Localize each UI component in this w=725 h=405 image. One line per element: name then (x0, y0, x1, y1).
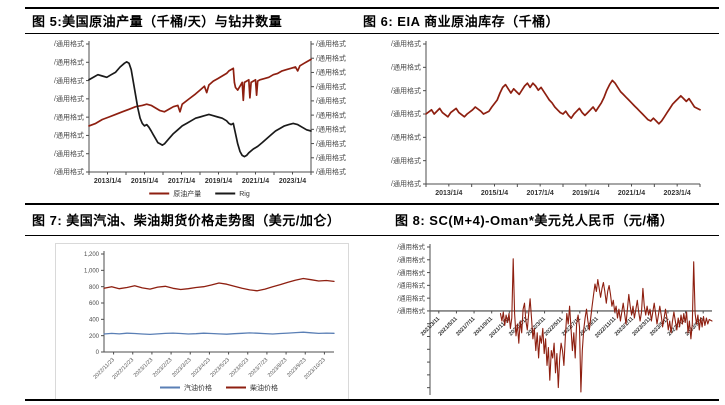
tick-label: 2023/2/23 (152, 357, 174, 379)
tick-label: /通用格式 (391, 156, 421, 165)
tick-label: /通用格式 (316, 139, 346, 148)
tick-label: /通用格式 (391, 39, 421, 48)
tick-label: /通用格式 (316, 125, 346, 134)
tick-label: 400 (89, 318, 100, 324)
tick-label: 2021/1/4 (618, 190, 645, 197)
fig5-chart: /通用格式/通用格式/通用格式/通用格式/通用格式/通用格式/通用格式/通用格式… (25, 36, 357, 204)
tick-label: 2015/1/4 (481, 190, 508, 197)
tick-label: /通用格式 (316, 53, 346, 62)
tick-label: /通用格式 (54, 131, 84, 140)
tick-label: 2023/1/23 (133, 357, 155, 379)
series-line-0 (103, 331, 335, 336)
tick-label: /通用格式 (397, 268, 425, 277)
tick-label: /通用格式 (316, 110, 346, 119)
tick-label: 2023/8/23 (267, 357, 289, 379)
tick-label: 1,200 (84, 252, 100, 258)
tick-label: /通用格式 (316, 39, 346, 48)
tick-label: /通用格式 (54, 76, 84, 85)
tick-label: 2023/1/4 (664, 190, 691, 197)
series-line-0 (88, 58, 312, 127)
figure-5-svg: /通用格式/通用格式/通用格式/通用格式/通用格式/通用格式/通用格式/通用格式… (54, 39, 346, 198)
tick-label: 2019/1/4 (572, 190, 599, 197)
tick-label: /通用格式 (54, 112, 84, 121)
tick-label: 柴油价格 (250, 383, 278, 392)
mid-rule (25, 203, 719, 205)
figure-7-svg: 1,2001,00080060040020002022/11/232022/12… (84, 251, 335, 392)
tick-label: /通用格式 (54, 94, 84, 103)
tick-label: 600 (89, 301, 100, 307)
series-line-1 (103, 277, 335, 292)
tick-label: /通用格式 (316, 153, 346, 162)
tick-label: 2023/5/23 (209, 357, 231, 379)
tick-label: /通用格式 (54, 39, 84, 48)
tick-label: 1,000 (84, 269, 100, 275)
tick-label: 2017/1/4 (168, 178, 195, 185)
tick-label: 800 (89, 285, 100, 291)
tick-label: 200 (89, 334, 100, 340)
series-line-1 (88, 61, 312, 158)
tick-label: /通用格式 (391, 86, 421, 95)
series-line-0 (499, 258, 713, 393)
tick-label: 2023/1/4 (279, 178, 306, 185)
tick-label: /通用格式 (54, 57, 84, 66)
tick-label: /通用格式 (391, 179, 421, 188)
tick-label: /通用格式 (316, 82, 346, 91)
tick-label: 原油产量 (173, 189, 201, 198)
tick-label: /通用格式 (54, 167, 84, 176)
tick-label: 2017/1/4 (527, 190, 554, 197)
tick-label: /通用格式 (391, 133, 421, 142)
tick-label: /通用格式 (316, 96, 346, 105)
fig7-title: 图 7: 美国汽油、柴油期货价格走势图（美元/加仑） (32, 213, 341, 228)
tick-label: 2021/1/4 (242, 178, 269, 185)
fig7-chart: 1,200 1,000 800 600 400 200 0 2022/11/23 2022/12… (55, 243, 349, 401)
row1-title-underline (25, 33, 719, 34)
tick-label: /通用格式 (316, 167, 346, 176)
series-line-0 (425, 79, 701, 125)
tick-label: /通用格式 (391, 109, 421, 118)
figure-8-svg: /通用格式/通用格式/通用格式/通用格式/通用格式/通用格式2021/3/112… (397, 242, 713, 395)
tick-label: 2013/1/4 (94, 178, 121, 185)
tick-label: 2023/4/23 (190, 357, 212, 379)
tick-label: 2019/1/4 (205, 178, 232, 185)
tick-label: 2015/1/4 (131, 178, 158, 185)
tick-label: 0 (96, 350, 100, 356)
tick-label: /通用格式 (391, 63, 421, 72)
fig8-chart: /通用格式/通用格式/通用格式/通用格式/通用格式/通用格式 2021/3/11 2… (388, 241, 722, 401)
tick-label: /通用格式 (397, 242, 425, 251)
tick-label: 2013/1/4 (435, 190, 462, 197)
bottom-rule (25, 399, 719, 401)
fig6-title: 图 6: EIA 商业原油库存（千桶） (363, 14, 560, 29)
tick-label: 汽油价格 (184, 383, 212, 392)
row2-title-underline (25, 235, 719, 236)
tick-label: 2023/7/23 (248, 357, 270, 379)
tick-label: 2023/3/23 (171, 357, 193, 379)
top-rule (25, 7, 719, 9)
tick-label: /通用格式 (397, 293, 425, 302)
figure-6-svg: /通用格式/通用格式/通用格式/通用格式/通用格式/通用格式/通用格式 2013/… (391, 39, 701, 197)
tick-label: /通用格式 (397, 306, 425, 315)
tick-label: /通用格式 (397, 255, 425, 264)
tick-label: 2023/6/23 (229, 357, 251, 379)
tick-label: Rig (239, 191, 250, 198)
tick-label: /通用格式 (316, 68, 346, 77)
fig6-chart: /通用格式/通用格式/通用格式/通用格式/通用格式/通用格式/通用格式 2013/… (368, 36, 720, 204)
fig5-title: 图 5:美国原油产量（千桶/天）与钻井数量 (32, 14, 283, 29)
tick-label: /通用格式 (54, 149, 84, 158)
tick-label: /通用格式 (397, 281, 425, 290)
fig8-title: 图 8: SC(M+4)-Oman*美元兑人民币（元/桶） (395, 213, 674, 228)
